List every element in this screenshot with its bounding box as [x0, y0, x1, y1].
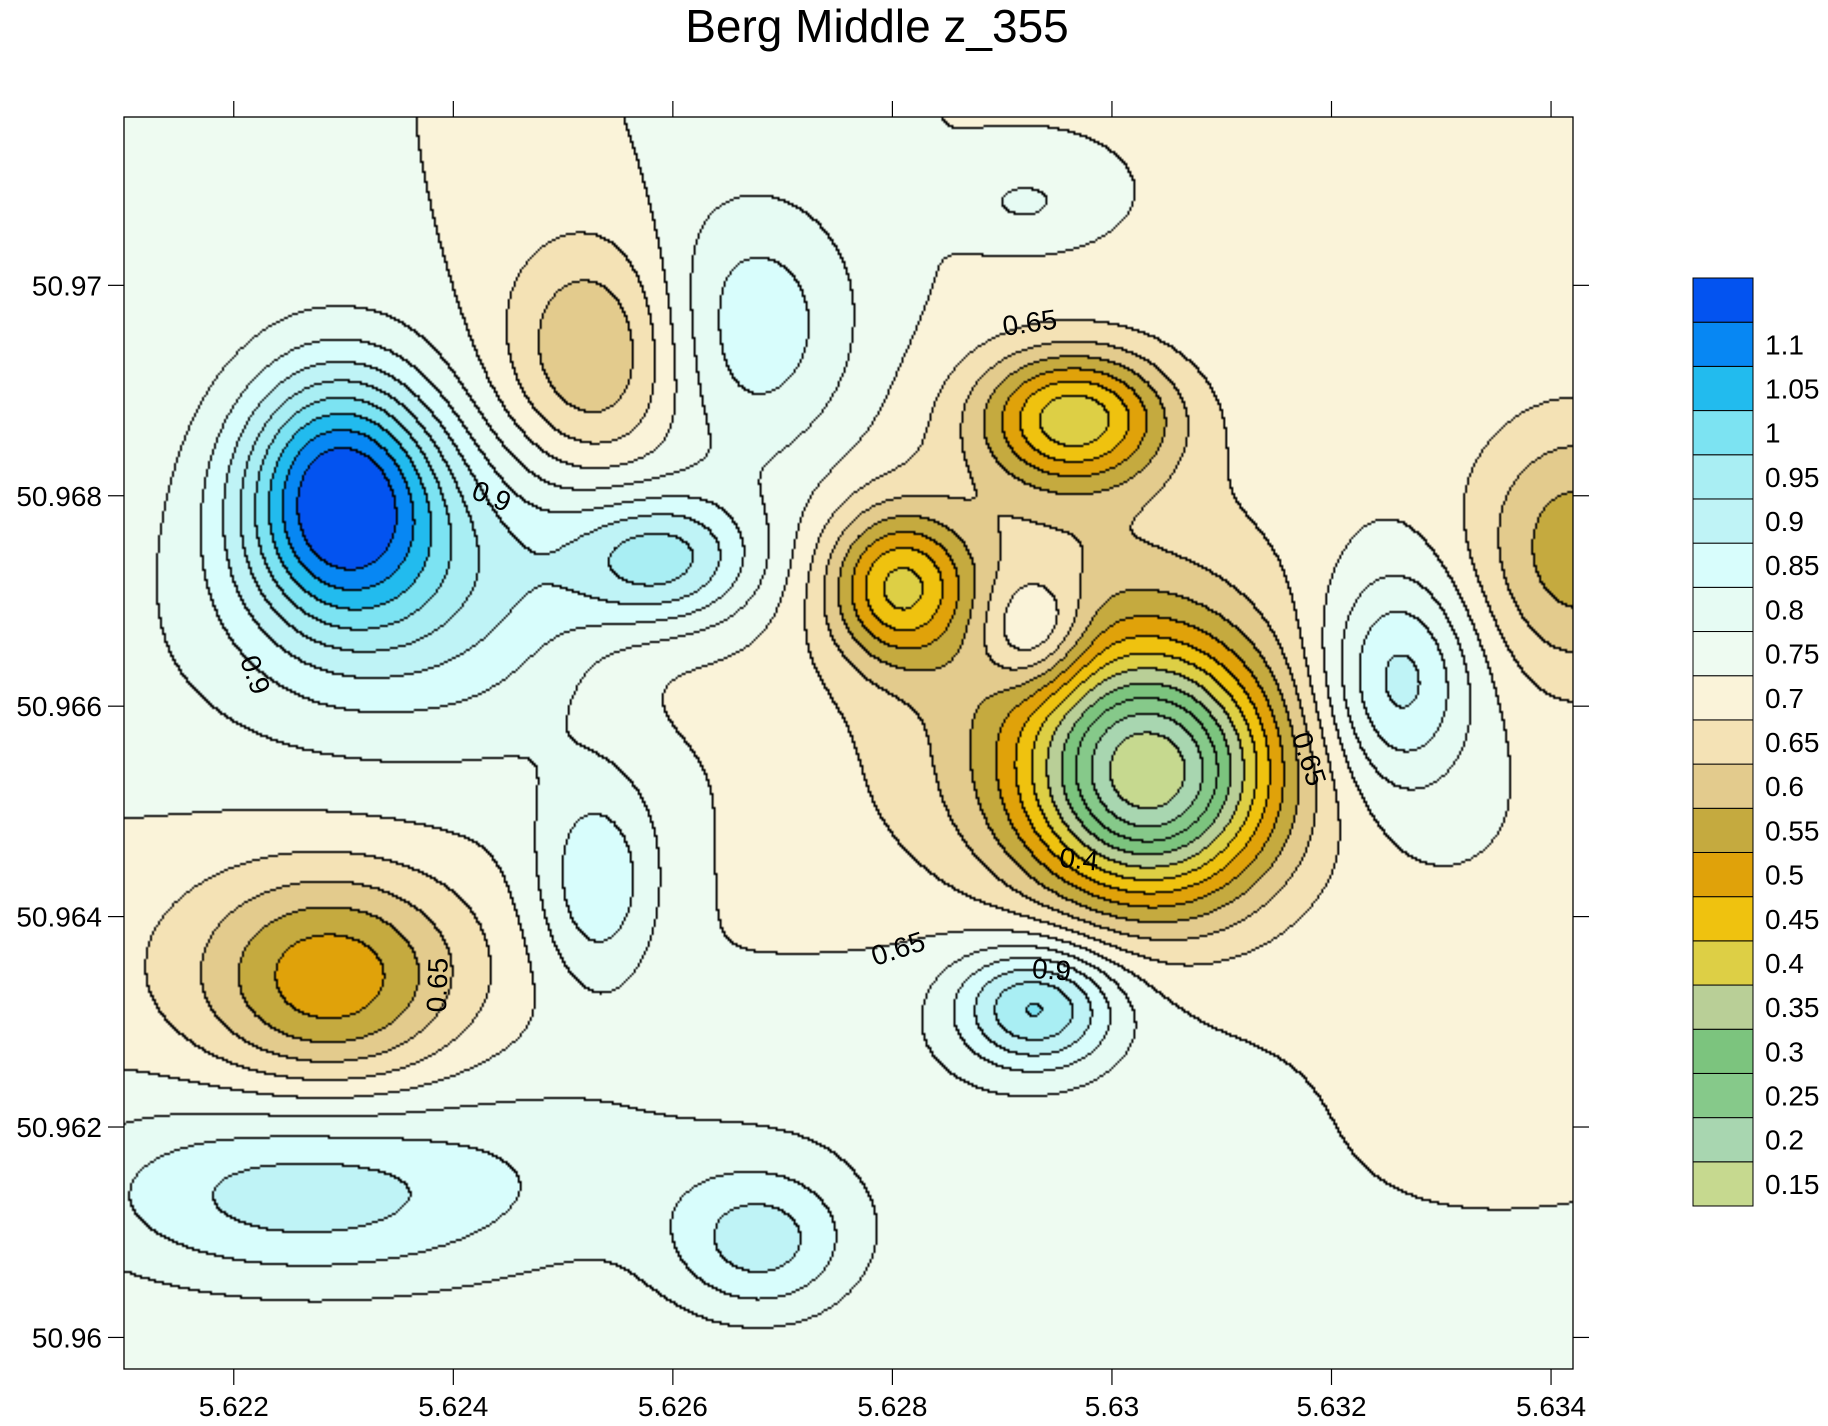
colorbar-label: 1.05	[1765, 373, 1820, 404]
contour-label-text: 0.4	[1058, 842, 1100, 877]
y-tick-label: 50.964	[16, 902, 102, 933]
colorbar-swatch	[1692, 542, 1754, 588]
colorbar-swatch	[1692, 675, 1754, 721]
colorbar-label: 0.5	[1765, 860, 1804, 891]
x-tick-label: 5.626	[638, 1391, 708, 1422]
colorbar-label: 0.2	[1765, 1125, 1804, 1156]
colorbar-label: 0.95	[1765, 462, 1820, 493]
colorbar-swatch	[1692, 321, 1754, 367]
colorbar-swatch	[1692, 1072, 1754, 1119]
x-tick-label: 5.63	[1085, 1391, 1140, 1422]
colorbar-swatch	[1692, 940, 1754, 986]
colorbar-label: 0.15	[1765, 1169, 1820, 1200]
colorbar-swatch	[1692, 807, 1754, 853]
colorbar-label: 0.3	[1765, 1036, 1804, 1067]
colorbar-swatch	[1692, 631, 1754, 677]
colorbar-legend: 0.15 0.2 0.25 0.3 0.35 0.4 0.45 0.5 0.55 0.6 0.65 0…	[1692, 277, 1820, 1207]
colorbar-label: 0.85	[1765, 550, 1820, 581]
colorbar-swatch	[1692, 454, 1754, 500]
x-axis: 5.622 5.624 5.626 5.628 5.63 5.632 5.634	[199, 101, 1586, 1422]
y-axis: 50.96 50.962 50.964 50.966 50.968 50.97	[16, 270, 1589, 1353]
colorbar-label: 0.55	[1765, 815, 1820, 846]
x-tick-label: 5.628	[857, 1391, 927, 1422]
colorbar-swatch	[1692, 984, 1754, 1030]
y-tick-label: 50.97	[32, 270, 102, 301]
colorbar-label: 0.65	[1765, 727, 1820, 758]
contour-label-text: 0.9	[1031, 953, 1072, 987]
plot-frame	[123, 116, 1574, 1370]
colorbar-swatch	[1692, 1028, 1754, 1074]
y-tick-label: 50.96	[32, 1322, 102, 1353]
x-tick-label: 5.634	[1516, 1391, 1586, 1422]
contour-label: 0.4	[1058, 842, 1100, 877]
colorbar-swatch	[1692, 498, 1754, 544]
colorbar-label: 0.6	[1765, 771, 1804, 802]
x-tick-label: 5.632	[1296, 1391, 1366, 1422]
y-tick-label: 50.962	[16, 1112, 102, 1143]
colorbar-label: 1	[1765, 418, 1781, 449]
contour-label-text: 0.65	[1001, 304, 1059, 342]
contour-label: 0.65	[421, 957, 454, 1013]
colorbar-label: 0.9	[1765, 506, 1804, 537]
contour-fill	[124, 117, 1573, 1369]
y-tick-label: 50.968	[16, 481, 102, 512]
colorbar-label: 0.7	[1765, 683, 1804, 714]
colorbar-label: 0.35	[1765, 992, 1820, 1023]
colorbar-swatch	[1692, 896, 1754, 942]
colorbar-label: 1.1	[1765, 329, 1804, 360]
colorbar-swatch	[1692, 1117, 1754, 1163]
colorbar-label: 0.75	[1765, 639, 1820, 670]
plot-area	[123, 116, 1574, 1370]
chart-title: Berg Middle z_355	[685, 0, 1069, 52]
colorbar-swatch	[1692, 763, 1754, 809]
y-tick-label: 50.966	[16, 691, 102, 722]
colorbar-swatch	[1692, 277, 1754, 323]
colorbar-swatch	[1692, 365, 1754, 412]
colorbar-label: 0.4	[1765, 948, 1804, 979]
colorbar-swatch	[1692, 410, 1754, 456]
colorbar-label: 0.8	[1765, 594, 1804, 625]
colorbar-swatch	[1692, 586, 1754, 633]
contour-label: 0.65	[1001, 304, 1059, 342]
contour-label: 0.9	[1031, 953, 1072, 987]
colorbar-label: 0.45	[1765, 904, 1820, 935]
contour-label-text: 0.65	[421, 957, 454, 1013]
x-tick-label: 5.622	[199, 1391, 269, 1422]
colorbar-swatch	[1692, 851, 1754, 898]
colorbar-label: 0.25	[1765, 1081, 1820, 1112]
colorbar-swatch	[1692, 719, 1754, 765]
colorbar-swatch	[1692, 1161, 1754, 1207]
x-tick-label: 5.624	[418, 1391, 488, 1422]
